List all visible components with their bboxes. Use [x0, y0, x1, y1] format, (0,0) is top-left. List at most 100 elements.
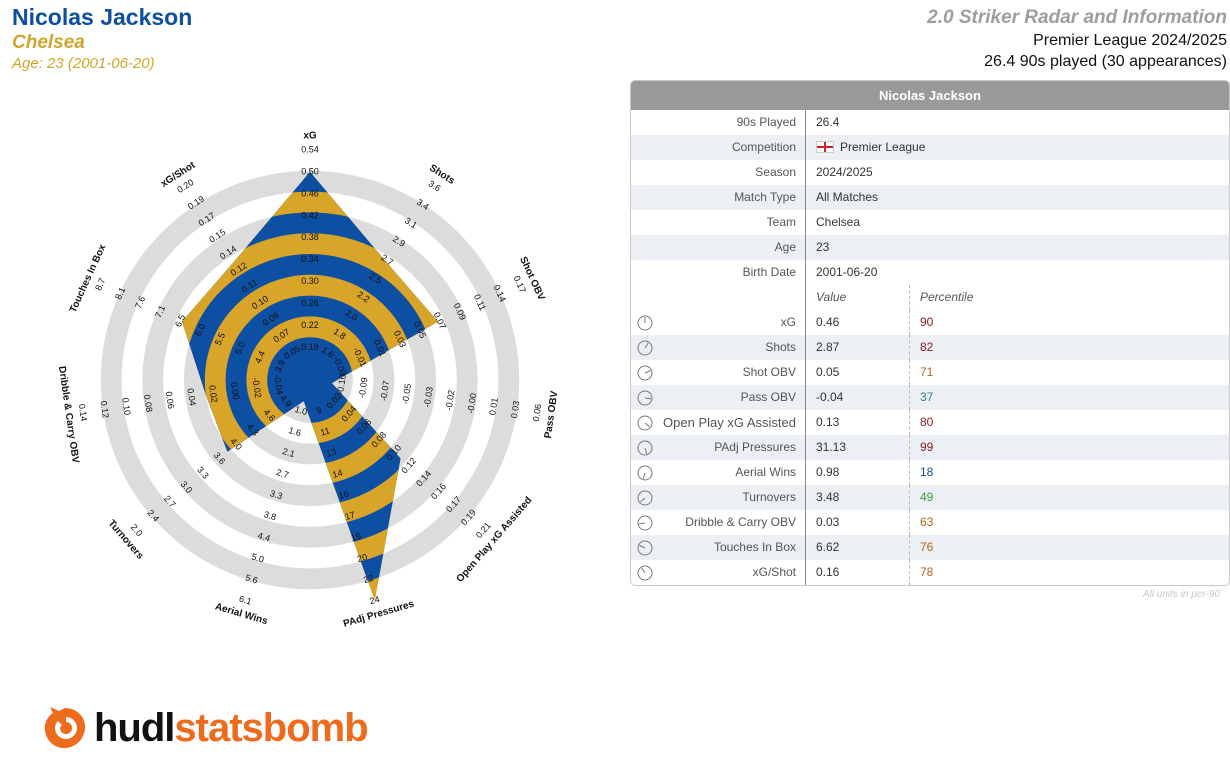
info-value: 23 [805, 235, 1229, 260]
tick-label: -0.03 [422, 386, 435, 408]
metric-percentile: 71 [909, 360, 933, 385]
tick-label: 0.42 [301, 210, 319, 220]
tick-label: 1.0 [294, 404, 309, 417]
info-row: 90s Played 26.4 [631, 110, 1229, 135]
tick-label: 0.06 [164, 391, 176, 410]
metric-row: Aerial Wins 0.98 18 [631, 460, 1229, 485]
tick-label: 6.5 [173, 313, 187, 329]
competition-season: Premier League 2024/2025 [1033, 32, 1227, 49]
tick-label: 19 [350, 531, 362, 543]
metric-label: Touches In Box [713, 540, 796, 554]
tick-label: 5.5 [213, 331, 227, 347]
clock-icon [631, 414, 659, 432]
metric-value: 0.03 [805, 510, 909, 535]
clock-icon [631, 364, 659, 382]
info-row: Age 23 [631, 235, 1229, 260]
tick-label: 16 [338, 489, 350, 501]
tick-label: -0.04 [272, 374, 285, 396]
clock-icon [631, 539, 659, 557]
info-value: 2024/2025 [805, 160, 1229, 185]
metric-percentile: 37 [909, 385, 933, 410]
tick-label: 6.1 [238, 594, 253, 607]
metric-value: 0.46 [805, 310, 909, 335]
tick-label: 2.1 [281, 446, 296, 459]
metric-row: Pass OBV -0.04 37 [631, 385, 1229, 410]
tick-label: 0.10 [120, 397, 132, 416]
units-note: All units in per-90 [1142, 589, 1220, 600]
logo-statsbomb: statsbomb [174, 706, 368, 750]
tick-label: -0.09 [357, 377, 370, 399]
report-header: 2.0 Striker Radar and Information Premie… [927, 6, 1227, 72]
metric-label: Open Play xG Assisted [663, 415, 796, 430]
metrics-header-row: Value Percentile [631, 285, 1229, 310]
metric-value: 3.48 [805, 485, 909, 510]
metric-row: PAdj Pressures 31.13 99 [631, 435, 1229, 460]
tick-label: 0.22 [301, 320, 319, 330]
info-card: Nicolas Jackson 90s Played 26.4 Competitio… [630, 80, 1230, 586]
tick-label: 0.02 [207, 385, 219, 404]
metric-percentile: 63 [909, 510, 933, 535]
metric-row: xG 0.46 90 [631, 310, 1229, 335]
clock-icon [631, 489, 659, 507]
tick-label: 22 [362, 573, 374, 585]
metric-label: Shot OBV [742, 365, 796, 379]
tick-label: 0.03 [509, 400, 521, 419]
tick-label: 7.1 [153, 304, 167, 320]
info-row: Season 2024/2025 [631, 160, 1229, 185]
info-row: Team Chelsea [631, 210, 1229, 235]
tick-label: 5.0 [250, 551, 265, 564]
metric-value: 2.87 [805, 335, 909, 360]
metric-row: Shots 2.87 82 [631, 335, 1229, 360]
metric-label: xG [780, 315, 796, 329]
info-row: Birth Date 2001-06-20 [631, 260, 1229, 285]
tick-label: -0.02 [444, 389, 457, 411]
info-label: Team [766, 215, 796, 229]
metric-label: Pass OBV [740, 390, 796, 404]
tick-label: 0.18 [301, 342, 319, 352]
tick-label: 0.46 [301, 188, 319, 198]
info-label: Age [774, 240, 796, 254]
tick-label: 4.4 [253, 349, 267, 365]
metric-value: 0.05 [805, 360, 909, 385]
metric-value: 0.13 [805, 410, 909, 435]
metric-row: xG/Shot 0.16 78 [631, 560, 1229, 585]
tick-label: 20 [356, 552, 368, 564]
player-name: Nicolas Jackson [12, 4, 193, 30]
metric-label: Turnovers [742, 490, 796, 504]
club-name: Chelsea [12, 32, 85, 53]
tick-label: 8.1 [113, 286, 127, 302]
tick-label: 0.54 [301, 144, 319, 154]
info-value: 2001-06-20 [805, 260, 1229, 285]
metric-percentile: 82 [909, 335, 933, 360]
metric-row: Dribble & Carry OBV 0.03 63 [631, 510, 1229, 535]
metric-label: xG/Shot [752, 565, 796, 579]
metric-value: 31.13 [805, 435, 909, 460]
tick-label: -0.00 [465, 392, 478, 414]
england-flag-icon [816, 141, 834, 153]
info-label: Birth Date [742, 265, 796, 279]
tick-label: 3.8 [263, 509, 278, 522]
metric-percentile: 99 [909, 435, 933, 460]
metric-label: Dribble & Carry OBV [685, 515, 796, 529]
tick-label: 13 [325, 446, 337, 458]
info-label: 90s Played [736, 115, 796, 129]
statsbomb-logo-icon [44, 707, 86, 749]
axis-label: Aerial Wins [214, 601, 270, 627]
metric-percentile: 80 [909, 410, 933, 435]
info-value: Chelsea [805, 210, 1229, 235]
tick-label: 4.4 [257, 530, 272, 543]
tick-label: -0.05 [400, 383, 413, 405]
metric-value: -0.04 [805, 385, 909, 410]
metric-label: Shots [765, 340, 796, 354]
tick-label: 0.12 [99, 400, 111, 419]
player-header: Nicolas Jackson Chelsea Age: 23 (2001-06… [12, 4, 192, 73]
metric-value: 6.62 [805, 535, 909, 560]
tick-label: -0.10 [335, 374, 348, 396]
metric-percentile: 90 [909, 310, 933, 335]
metric-label: PAdj Pressures [714, 440, 796, 454]
tick-label: 8.7 [93, 276, 107, 292]
tick-label: 24 [368, 594, 380, 606]
metric-label: Aerial Wins [735, 465, 796, 479]
player-age: Age: 23 (2001-06-20) [12, 55, 155, 72]
tick-label: 6.0 [193, 322, 207, 338]
